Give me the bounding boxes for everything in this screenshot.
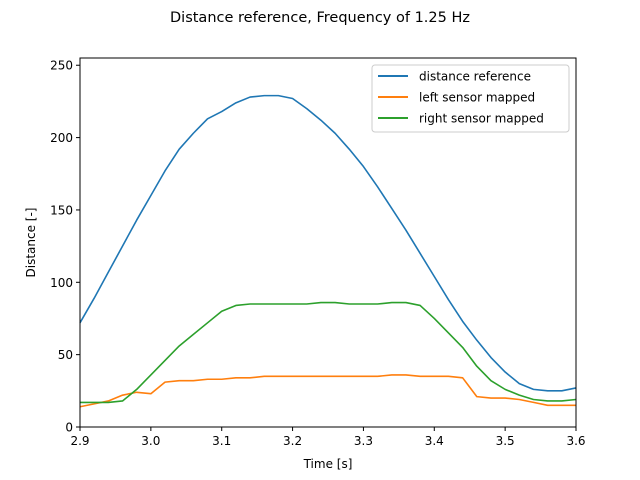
legend-label: distance reference: [419, 70, 531, 84]
x-tick-label: 3.2: [283, 434, 302, 448]
legend-label: left sensor mapped: [419, 91, 535, 105]
series-line-right-sensor-mapped: [80, 301, 577, 404]
legend-label: right sensor mapped: [419, 112, 544, 126]
x-tick-label: 3.1: [212, 434, 231, 448]
x-tick-label: 3.0: [141, 434, 160, 448]
x-tick-label: 3.4: [425, 434, 444, 448]
legend-box: [371, 64, 570, 133]
y-tick-label: 100: [50, 276, 73, 290]
series-line-distance-reference: [79, 94, 577, 392]
y-tick-label: 150: [50, 203, 73, 217]
legend: distance reference left sensor mapped righ…: [371, 64, 570, 133]
x-tick-label: 3.5: [496, 434, 515, 448]
x-tick-label: 2.9: [70, 434, 89, 448]
series-line-left-sensor-mapped: [79, 374, 576, 408]
y-tick-label: 250: [50, 59, 73, 73]
y-tick-label: 50: [58, 348, 73, 362]
x-tick-label: 3.3: [354, 434, 373, 448]
y-tick-label: 200: [50, 131, 73, 145]
plot-area: 2.9 3.0 3.1 3.2 3.3 3.4 3.5 3.6 0 50 100 150 200 250: [50, 59, 585, 448]
y-tick-label: 0: [65, 421, 73, 435]
plot-frame: [79, 57, 577, 428]
y-axis-label: Distance [-]: [24, 208, 38, 278]
x-tick-label: 3.6: [566, 434, 585, 448]
chart-title: Distance reference, Frequency of 1.25 Hz: [170, 10, 470, 26]
x-axis-label: Time [s]: [303, 457, 353, 471]
